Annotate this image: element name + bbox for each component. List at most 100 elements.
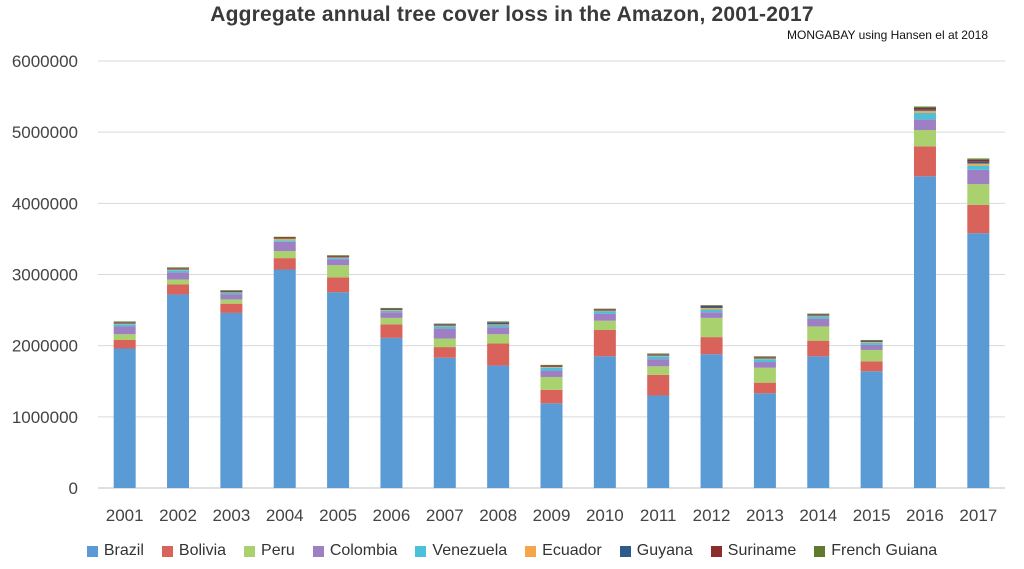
bar-segment-suriname	[540, 365, 563, 367]
bar-segment-suriname	[967, 159, 990, 162]
chart-title: Aggregate annual tree cover loss in the …	[210, 3, 814, 26]
axes: 0 1000000 2000000 3000000 4000000 5000000 6000…	[12, 52, 997, 525]
bar-segment-ecuador	[220, 292, 243, 294]
bar-segment-venezuela	[380, 310, 403, 313]
bar-segment-venezuela	[967, 165, 990, 170]
bar-segment-peru	[913, 130, 936, 147]
bar-segment-guyana	[327, 256, 350, 258]
bar-segment-colombia	[540, 370, 563, 377]
bar-segment-ecuador	[967, 163, 990, 166]
bar-segment-french-guiana	[807, 313, 830, 315]
bar-segment-brazil	[487, 365, 510, 488]
bar-segment-ecuador	[593, 310, 616, 312]
bar-segment-brazil	[380, 337, 403, 488]
bar-segment-suriname	[433, 324, 456, 326]
bar-segment-guyana	[433, 325, 456, 326]
bar-segment-peru	[220, 299, 243, 304]
bar-segment-brazil	[327, 292, 350, 488]
bar-segment-brazil	[753, 393, 776, 488]
legend-item: Ecuador	[525, 542, 602, 560]
legend-swatch	[814, 545, 826, 557]
legend-label: Suriname	[727, 542, 797, 559]
bar-segment-bolivia	[380, 324, 403, 338]
bar-segment-colombia	[220, 294, 243, 300]
x-tick-label: 2004	[266, 506, 304, 525]
bar-segment-bolivia	[433, 347, 456, 358]
bar-segment-venezuela	[273, 240, 296, 242]
bar-segment-suriname	[860, 340, 883, 342]
bar-segment-peru	[273, 251, 296, 259]
x-tick-label: 2011	[640, 506, 677, 525]
legend-label: Peru	[261, 542, 295, 559]
bar-segment-suriname	[700, 305, 723, 307]
bar-segment-colombia	[113, 326, 136, 335]
y-tick-label: 6000000	[12, 52, 78, 71]
bar-segment-ecuador	[487, 324, 510, 326]
bar-segment-venezuela	[540, 367, 563, 371]
bar-segment-ecuador	[700, 307, 723, 310]
bar-segment-french-guiana	[220, 290, 243, 291]
bar-segment-french-guiana	[967, 158, 990, 160]
bar-segment-suriname	[593, 309, 616, 311]
x-tick-label: 2014	[799, 506, 837, 525]
bar-segment-ecuador	[753, 358, 776, 360]
bar-segment-suriname	[113, 322, 136, 323]
bar-segment-brazil	[860, 371, 883, 488]
bar-segment-brazil	[807, 356, 830, 488]
bar-segment-suriname	[753, 357, 776, 358]
bar-segment-brazil	[593, 356, 616, 488]
legend-label: Venezuela	[432, 542, 508, 559]
legend-swatch	[312, 545, 324, 557]
legend: Brazil Bolivia Peru Colombia Venezuela Ecuado…	[0, 542, 1024, 560]
x-tick-label: 2007	[426, 506, 464, 525]
y-tick-label: 5000000	[12, 123, 78, 142]
legend-label: Bolivia	[178, 542, 227, 559]
legend-swatch	[244, 545, 256, 557]
bar-segment-bolivia	[913, 146, 936, 177]
bar-segment-guyana	[273, 238, 296, 239]
bar-segment-bolivia	[167, 284, 190, 295]
bar-segment-french-guiana	[647, 353, 670, 355]
legend-swatch	[710, 545, 722, 557]
bar-segment-french-guiana	[273, 236, 296, 238]
bar-segment-brazil	[540, 403, 563, 488]
bar-segment-bolivia	[753, 382, 776, 394]
bar-segment-peru	[167, 279, 190, 285]
bar-segment-venezuela	[913, 112, 936, 120]
x-tick-label: 2006	[373, 506, 411, 525]
legend-item: Venezuela	[415, 542, 507, 560]
bar-segment-suriname	[220, 290, 243, 292]
bar-segment-french-guiana	[860, 339, 883, 341]
bar-segment-peru	[807, 326, 830, 341]
bar-segment-brazil	[647, 395, 670, 488]
y-tick-label: 4000000	[12, 194, 78, 213]
bar-segment-guyana	[913, 109, 936, 111]
x-tick-label: 2009	[533, 506, 571, 525]
legend-swatch	[525, 545, 537, 557]
bar-segment-french-guiana	[327, 255, 350, 256]
bar-segment-french-guiana	[913, 106, 936, 108]
bar-segment-guyana	[220, 291, 243, 293]
bar-segment-bolivia	[647, 374, 670, 396]
bar-segment-peru	[327, 265, 350, 278]
bar-segment-venezuela	[860, 342, 883, 345]
bar-segment-colombia	[433, 328, 456, 339]
bar-segment-suriname	[647, 354, 670, 355]
source-note: MONGABAY using Hansen el at 2018	[787, 28, 988, 42]
bar-segment-colombia	[380, 312, 403, 318]
bar-segment-bolivia	[327, 277, 350, 293]
bar-segment-french-guiana	[593, 308, 616, 310]
x-tick-label: 2010	[586, 506, 624, 525]
bar-segment-guyana	[700, 306, 723, 308]
bar-segment-guyana	[807, 315, 830, 316]
bar-segment-venezuela	[113, 324, 136, 327]
bar-segment-french-guiana	[487, 321, 510, 323]
bar-segment-peru	[433, 338, 456, 348]
bar-segment-suriname	[167, 268, 190, 269]
bar-segment-venezuela	[753, 359, 776, 363]
bar-segment-venezuela	[487, 325, 510, 328]
bar-segment-brazil	[913, 176, 936, 489]
bar-segment-ecuador	[273, 238, 296, 241]
bar-segment-brazil	[167, 294, 190, 488]
bar-segment-brazil	[273, 269, 296, 488]
